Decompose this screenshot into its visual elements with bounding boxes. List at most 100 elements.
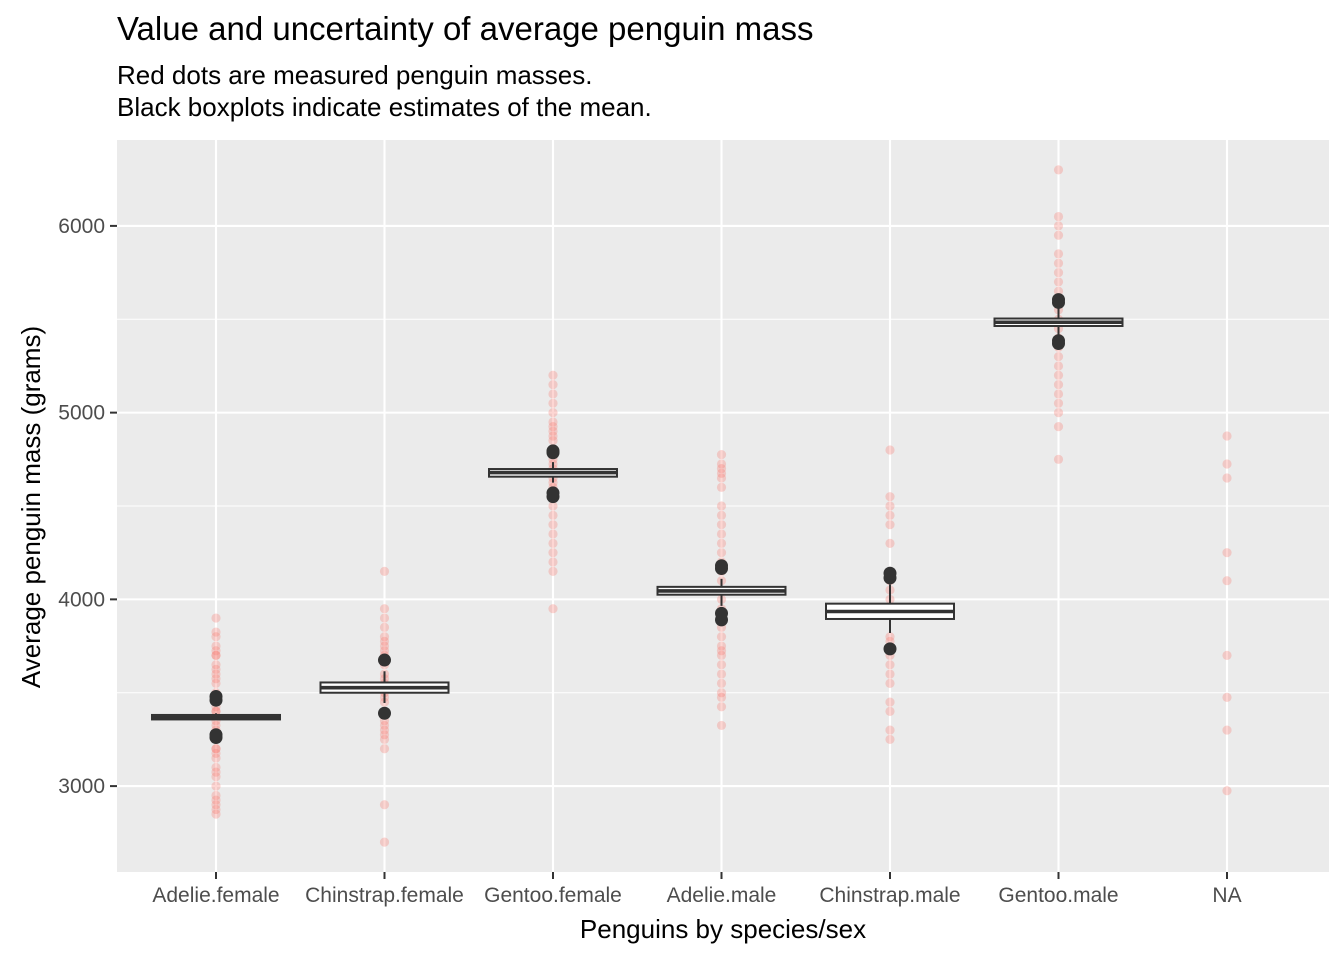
- point-adelie-female: [211, 678, 221, 688]
- box-outlier-chinstrap-female: [378, 706, 391, 720]
- y-tick-label: 6000: [58, 215, 105, 238]
- point-chinstrap-male: [885, 632, 895, 642]
- point-gentoo-female: [548, 431, 558, 441]
- point-chinstrap-female: [379, 622, 390, 632]
- point-adelie-male: [716, 692, 727, 703]
- point-adelie-female: [211, 748, 221, 759]
- y-tick-label: 3000: [58, 775, 105, 798]
- box-outlier-chinstrap-male: [883, 566, 897, 580]
- point-chinstrap-male: [885, 725, 895, 735]
- point-adelie-female: [211, 664, 221, 674]
- point-gentoo-male: [1053, 454, 1064, 464]
- point-adelie-female: [211, 800, 221, 810]
- x-tick-label: Gentoo.female: [484, 884, 622, 907]
- point-adelie-female: [211, 632, 221, 642]
- point-chinstrap-male: [885, 501, 895, 511]
- point-chinstrap-male: [885, 492, 895, 502]
- box-outlier-gentoo-female: [546, 444, 560, 458]
- point-gentoo-female: [548, 389, 558, 399]
- point-na: [1222, 431, 1232, 441]
- point-adelie-male: [716, 660, 727, 670]
- point-chinstrap-male: [885, 669, 895, 679]
- point-gentoo-female: [548, 529, 558, 539]
- point-chinstrap-female: [379, 632, 390, 642]
- point-adelie-male: [716, 510, 727, 520]
- y-tick-label: 5000: [58, 402, 105, 425]
- point-na: [1222, 459, 1232, 469]
- point-chinstrap-female: [379, 725, 390, 735]
- point-gentoo-male: [1053, 230, 1064, 240]
- point-gentoo-male: [1053, 380, 1064, 390]
- x-tick-label: Adelie.male: [667, 884, 777, 907]
- box-outlier-gentoo-female: [546, 486, 560, 500]
- point-gentoo-male: [1053, 398, 1064, 408]
- x-tick-label: Gentoo.male: [998, 884, 1118, 907]
- point-gentoo-female: [548, 408, 558, 418]
- point-adelie-female: [211, 767, 221, 777]
- grid-lines: [117, 140, 1329, 872]
- point-na: [1222, 576, 1232, 586]
- point-na: [1222, 473, 1232, 483]
- axes: 3000 4000 5000 6000 Adelie.female Chinstrap.f…: [58, 215, 1241, 907]
- point-adelie-male: [716, 473, 727, 483]
- point-chinstrap-male: [885, 445, 895, 455]
- x-axis-title: Penguins by species/sex: [580, 914, 866, 944]
- point-gentoo-male: [1053, 221, 1064, 231]
- point-adelie-female: [211, 720, 221, 731]
- point-adelie-male: [716, 688, 727, 698]
- point-gentoo-female: [548, 566, 558, 576]
- point-adelie-male: [716, 468, 727, 478]
- point-gentoo-male: [1053, 408, 1064, 418]
- point-chinstrap-male: [885, 697, 895, 707]
- point-chinstrap-female: [379, 646, 390, 656]
- point-gentoo-male: [1053, 249, 1064, 259]
- point-chinstrap-male: [885, 706, 895, 717]
- point-na: [1222, 786, 1232, 796]
- point-adelie-female: [211, 706, 221, 717]
- x-tick-label: Chinstrap.female: [305, 884, 464, 907]
- x-tick-label: Chinstrap.male: [819, 884, 960, 907]
- point-adelie-female: [211, 744, 221, 754]
- point-adelie-male: [716, 459, 727, 469]
- point-gentoo-female: [548, 426, 558, 436]
- point-chinstrap-female: [379, 720, 390, 731]
- box-outlier-gentoo-male: [1052, 293, 1065, 307]
- point-gentoo-female: [548, 510, 558, 520]
- point-gentoo-male: [1053, 422, 1064, 432]
- point-chinstrap-male: [885, 520, 895, 530]
- point-adelie-female: [211, 753, 221, 763]
- point-adelie-female: [211, 706, 221, 717]
- point-chinstrap-male: [885, 510, 895, 520]
- point-adelie-female: [211, 641, 221, 651]
- point-na: [1222, 650, 1232, 660]
- point-adelie-male: [716, 464, 727, 474]
- point-chinstrap-male: [885, 678, 895, 688]
- point-adelie-male: [716, 641, 727, 651]
- point-gentoo-male: [1053, 258, 1064, 268]
- point-chinstrap-female: [379, 800, 390, 810]
- point-adelie-male: [716, 650, 727, 660]
- point-chinstrap-female: [379, 734, 390, 745]
- point-gentoo-male: [1053, 352, 1064, 362]
- point-adelie-female: [211, 790, 221, 801]
- point-adelie-female: [211, 809, 221, 819]
- point-gentoo-male: [1053, 211, 1064, 222]
- point-gentoo-female: [548, 422, 558, 432]
- box-outlier-chinstrap-male: [883, 642, 897, 656]
- point-adelie-female: [211, 772, 221, 782]
- point-adelie-female: [211, 795, 221, 805]
- box-outlier-adelie-female: [209, 728, 223, 742]
- point-gentoo-male: [1053, 389, 1064, 399]
- point-chinstrap-female: [379, 604, 390, 614]
- point-chinstrap-female: [379, 744, 390, 754]
- point-gentoo-female: [548, 538, 558, 548]
- point-chinstrap-female: [379, 730, 390, 740]
- point-adelie-female: [211, 660, 221, 670]
- point-adelie-female: [211, 744, 221, 754]
- box-outlier-adelie-male: [715, 559, 728, 573]
- point-adelie-female: [211, 804, 221, 815]
- point-adelie-male: [716, 646, 727, 656]
- point-gentoo-female: [548, 501, 558, 511]
- point-chinstrap-female: [379, 641, 390, 651]
- point-chinstrap-female: [379, 837, 390, 847]
